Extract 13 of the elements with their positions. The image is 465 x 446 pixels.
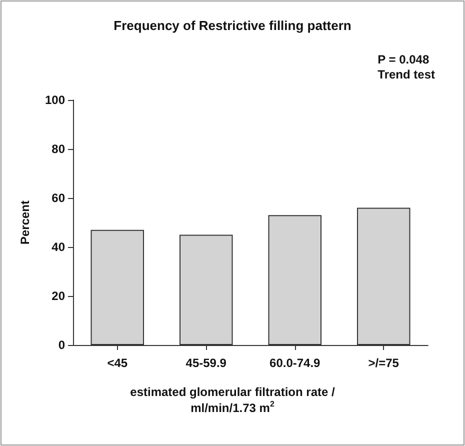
x-tick-label: <45 (107, 356, 128, 370)
chart-title: Frequency of Restrictive filling pattern (114, 18, 352, 33)
y-tick-label: 100 (44, 93, 66, 107)
y-axis-title: Percent (18, 200, 32, 245)
y-tick-label: 80 (52, 142, 66, 156)
y-tick-label: 20 (52, 289, 66, 303)
x-tick-label: 45-59.9 (186, 356, 227, 370)
y-tick-label: 0 (58, 338, 66, 352)
y-tick-label: 40 (52, 240, 66, 254)
x-tick-label: >/=75 (368, 356, 400, 370)
x-tick-label: 60.0-74.9 (270, 356, 321, 370)
text: P = 0.048 Trend test (378, 52, 436, 82)
y-tick-label: 60 (52, 191, 66, 205)
